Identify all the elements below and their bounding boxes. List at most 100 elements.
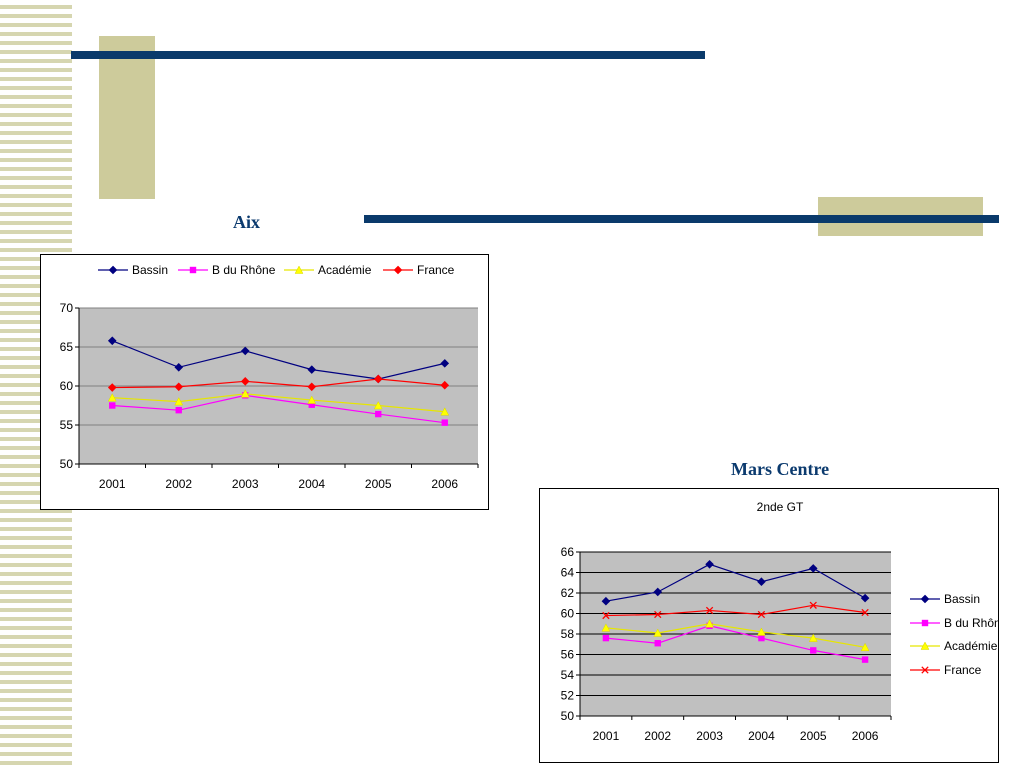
- marscentre-legend-marker-b-du-rhone: [921, 619, 929, 627]
- aix-legend-marker-france: [393, 265, 403, 275]
- marscentre-point-france-2001: [602, 611, 610, 620]
- marscentre-point-b-du-rhone-2002: [654, 640, 661, 647]
- marscentre-point-b-du-rhone-2006: [861, 656, 869, 663]
- aix-ytick-label-55: 55: [60, 418, 74, 432]
- aix-ytick-label-60: 60: [60, 379, 74, 393]
- marscentre-point-france-2005: [809, 601, 817, 609]
- marscentre-point-bassin-2002: [653, 587, 663, 597]
- aix-point-france-2005: [373, 374, 383, 384]
- mars-centre-title: Mars Centre: [731, 459, 830, 479]
- aix-point-academie-2006: [440, 407, 450, 416]
- aix-xtick-label-2005: 2005: [365, 477, 392, 491]
- marscentre-point-bassin-2005: [808, 564, 818, 573]
- aix-xtick-label-2002: 2002: [165, 477, 192, 491]
- marscentre-point-france-2006: [861, 608, 869, 617]
- marscentre-series-line-bassin: [605, 563, 866, 602]
- marscentre-chart-title: 2nde GT: [757, 500, 804, 514]
- marscentre-xtick-label-2001: 2001: [593, 729, 620, 743]
- marscentre-legend-label-b-du-rhone: B du Rhône: [944, 616, 998, 630]
- marscentre-legend-marker-france: [921, 666, 929, 674]
- marscentre-ytick-label-54: 54: [561, 668, 575, 682]
- marscentre-point-academie-2003: [705, 619, 714, 628]
- aix-xtick-label-2001: 2001: [99, 477, 126, 491]
- aix-point-bassin-2003: [240, 346, 250, 356]
- aix-point-b-du-rhone-2001: [109, 402, 116, 409]
- marscentre-series-line-b-du-rhone: [605, 625, 866, 661]
- marscentre-ytick-label-62: 62: [561, 586, 575, 600]
- marscentre-series-line-france: [605, 604, 866, 617]
- marscentre-legend-label-academie: Académie: [944, 639, 998, 653]
- aix-ytick-label-70: 70: [60, 301, 74, 315]
- marscentre-xtick-label-2002: 2002: [644, 729, 671, 743]
- marscentre-point-academie-2001: [601, 623, 611, 632]
- aix-title: Aix: [233, 212, 260, 232]
- marscentre-ytick-label-66: 66: [561, 545, 575, 559]
- mars-centre-line-chart: 2nde GT 50 52 54 56 58 60 62 64 66 2001 2002 2003 200…: [561, 500, 1008, 743]
- aix-point-bassin-2004: [307, 365, 317, 374]
- mars-centre-chart-frame: 2nde GT 50 52 54 56 58 60 62 64 66 2001 2002 2003 200…: [539, 488, 1008, 763]
- marscentre-point-academie-2005: [808, 633, 818, 642]
- aix-point-france-2003: [240, 377, 250, 386]
- aix-point-academie-2003: [240, 389, 250, 398]
- marscentre-point-academie-2002: [653, 628, 663, 637]
- aix-point-academie-2005: [373, 400, 383, 410]
- aix-point-academie-2004: [307, 395, 317, 404]
- aix-legend-marker-academie: [294, 265, 304, 274]
- marscentre-series-line-academie: [605, 623, 866, 648]
- aix-point-b-du-rhone-2002: [175, 406, 182, 414]
- aix-legend-label-france: France: [417, 263, 455, 277]
- aix-point-france-2002: [174, 382, 184, 392]
- aix-point-academie-2001: [107, 393, 117, 402]
- marscentre-point-bassin-2003: [705, 559, 714, 569]
- aix-ytick-label-65: 65: [60, 340, 74, 354]
- marscentre-legend-label-france: France: [944, 663, 982, 677]
- aix-point-bassin-2006: [440, 359, 450, 368]
- aix-xtick-label-2006: 2006: [431, 477, 458, 491]
- marscentre-point-france-2003: [705, 606, 714, 615]
- marscentre-xtick-label-2004: 2004: [748, 729, 775, 743]
- marscentre-ytick-label-64: 64: [561, 566, 575, 580]
- aix-line-chart: 50 55 60 65 70 2001 2002 2003 2004 2005 2006 Bassin…: [60, 263, 479, 491]
- marscentre-xtick-label-2003: 2003: [696, 729, 723, 743]
- marscentre-point-bassin-2004: [757, 577, 766, 587]
- aix-legend-label-bassin: Bassin: [132, 263, 168, 277]
- aix-legend-marker-bassin: [108, 265, 118, 275]
- marscentre-point-b-du-rhone-2005: [810, 647, 817, 654]
- aix-xtick-label-2004: 2004: [298, 477, 325, 491]
- marscentre-legend-marker-academie: [920, 641, 930, 650]
- aix-legend-label-b-du-rhone: B du Rhône: [212, 263, 276, 277]
- marscentre-ytick-label-58: 58: [561, 627, 575, 641]
- aix-point-b-du-rhone-2006: [441, 419, 448, 426]
- marscentre-point-bassin-2001: [601, 596, 611, 606]
- aix-point-france-2001: [107, 383, 117, 392]
- marscentre-point-b-du-rhone-2001: [602, 634, 610, 642]
- aix-series-line-bassin: [112, 340, 445, 380]
- aix-point-bassin-2001: [107, 336, 117, 346]
- marscentre-xtick-label-2005: 2005: [800, 729, 827, 743]
- marscentre-point-bassin-2006: [860, 593, 870, 603]
- aix-point-b-du-rhone-2005: [375, 410, 382, 418]
- aix-legend-marker-b-du-rhone: [189, 266, 197, 274]
- navy-bar-middle: [364, 215, 999, 223]
- marscentre-xtick-label-2006: 2006: [852, 729, 879, 743]
- marscentre-point-academie-2006: [860, 642, 870, 652]
- marscentre-ytick-label-60: 60: [561, 607, 575, 621]
- aix-series-line-academie: [112, 393, 445, 413]
- marscentre-point-academie-2004: [757, 627, 766, 636]
- aix-chart-frame: 50 55 60 65 70 2001 2002 2003 2004 2005 2006 Bassin…: [40, 254, 489, 510]
- marscentre-ytick-label-56: 56: [561, 648, 575, 662]
- marscentre-legend-marker-bassin: [920, 594, 930, 604]
- aix-point-france-2006: [440, 380, 450, 390]
- aix-series-line-france: [112, 378, 445, 389]
- aix-point-academie-2002: [174, 397, 184, 406]
- marscentre-point-france-2004: [757, 610, 766, 619]
- marscentre-point-b-du-rhone-2004: [758, 634, 765, 642]
- aix-point-b-du-rhone-2004: [308, 401, 315, 408]
- khaki-block-top-left: [99, 36, 155, 199]
- marscentre-ytick-label-52: 52: [561, 689, 575, 703]
- aix-ytick-label-50: 50: [60, 457, 74, 471]
- marscentre-point-france-2002: [654, 610, 662, 619]
- marscentre-legend-label-bassin: Bassin: [944, 592, 980, 606]
- aix-legend-label-academie: Académie: [318, 263, 372, 277]
- navy-bar-top: [71, 51, 705, 59]
